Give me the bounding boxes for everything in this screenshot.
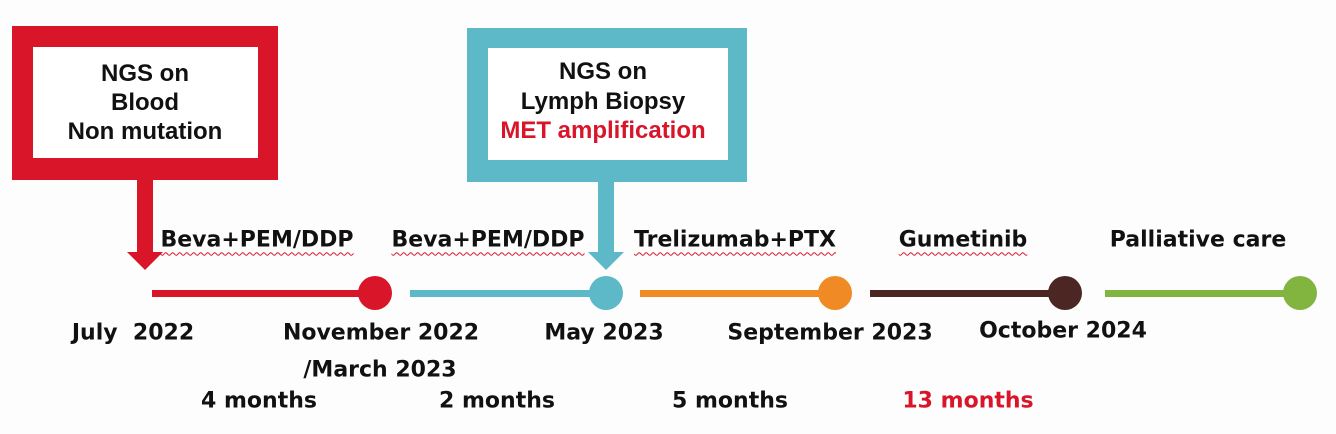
teal-arrow-shaft [598, 182, 614, 254]
treatment-text: Trelizumab+PTX [634, 227, 836, 253]
date-label: November 2022 [282, 320, 480, 346]
callout-lymph-ngs [467, 28, 747, 182]
milestone-dot [818, 276, 852, 310]
treatment-label: Trelizumab+PTX [634, 228, 836, 253]
treatment-text: Beva+PEM/DDP [391, 227, 585, 253]
segment-5 [1105, 290, 1300, 297]
callout-blood-ngs-body [33, 47, 258, 158]
segment-4 [870, 290, 1065, 297]
date-label: July 2022 [71, 320, 195, 346]
date-label: September 2023 [727, 320, 933, 346]
callout-text: NGS on [559, 58, 647, 85]
red-arrow-shaft [137, 180, 153, 254]
duration-label: 4 months [201, 388, 317, 414]
milestone-dot [589, 276, 623, 310]
callout-highlight: MET amplification [500, 117, 706, 144]
callout-text: Blood [111, 89, 179, 116]
treatment-text: Gumetinib [898, 227, 1028, 253]
date-label: October 2024 [979, 318, 1147, 344]
segment-2 [410, 290, 606, 297]
date-label: May 2023 [544, 320, 664, 346]
date-label: /March 2023 [303, 357, 457, 383]
segment-1 [152, 290, 374, 297]
milestone-dot [1048, 276, 1082, 310]
milestone-dot [358, 276, 392, 310]
callout-text: Non mutation [67, 118, 223, 145]
duration-label: 2 months [439, 388, 555, 414]
treatment-label: Beva+PEM/DDP [160, 228, 353, 253]
segment-3 [640, 290, 835, 297]
duration-label: 5 months [672, 388, 788, 414]
treatment-label: Gumetinib [899, 228, 1028, 253]
red-arrow-head-icon [127, 252, 163, 270]
treatment-label: Palliative care [1109, 227, 1287, 253]
callout-text: NGS on [101, 60, 189, 87]
callout-blood-ngs [12, 26, 278, 180]
teal-arrow-head-icon [588, 252, 624, 270]
treatment-label: Beva+PEM/DDP [391, 228, 584, 253]
treatment-text: Beva+PEM/DDP [160, 227, 354, 253]
callout-lymph-ngs-body [488, 48, 728, 160]
milestone-dot [1283, 276, 1317, 310]
duration-label-highlight: 13 months [902, 388, 1034, 414]
callout-text: Lymph Biopsy [520, 88, 686, 115]
